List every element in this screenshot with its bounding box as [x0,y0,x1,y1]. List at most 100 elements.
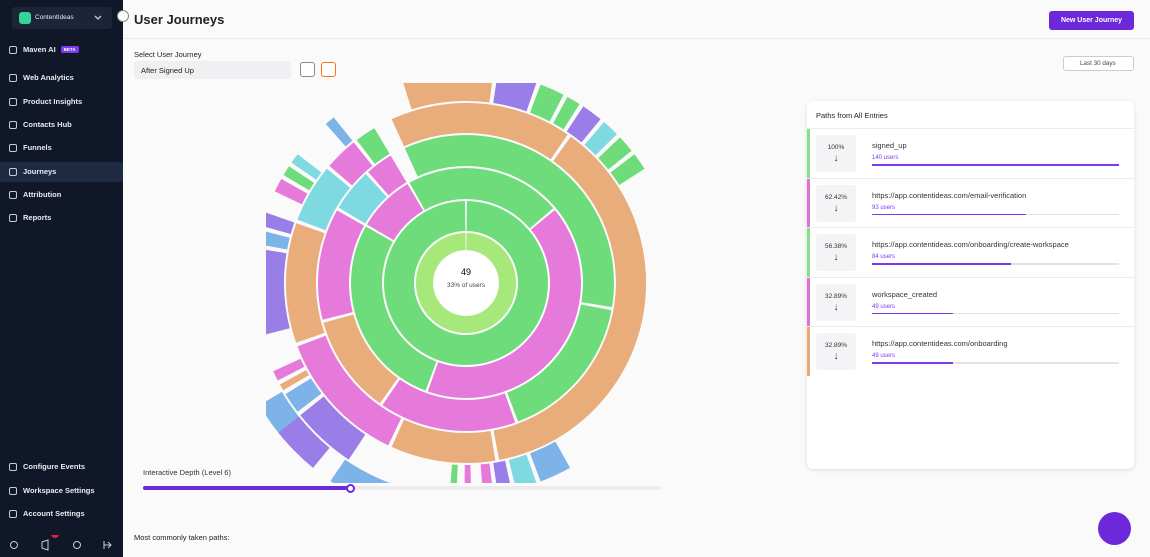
nav-item[interactable]: Journeys [0,162,123,182]
nav-item[interactable]: Funnels [0,138,123,158]
sunburst-segment[interactable] [416,233,516,333]
progress-fill [872,164,1119,166]
paths-panel: Paths from All Entries 100% ↓ signed_up 140… [807,101,1134,469]
sunburst-segment[interactable] [598,137,632,170]
path-row[interactable]: 62.42% ↓ https://app.contentideas.com/emai… [807,177,1134,228]
sunburst-segment[interactable] [403,83,494,110]
sunburst-segment[interactable] [404,135,614,308]
path-row[interactable]: 56.38% ↓ https://app.contentideas.com/onbo… [807,227,1134,278]
select-value: After Signed Up [141,66,194,75]
nav-item[interactable]: Reports [0,208,123,228]
sunburst-segment[interactable] [278,416,330,468]
path-label: https://app.contentideas.com/email-verif… [872,190,1027,200]
nav-item[interactable]: Attribution [0,185,123,205]
chat-button[interactable] [1098,512,1131,545]
collapse-button[interactable] [117,10,129,22]
sunburst-segment[interactable] [329,142,373,186]
chevron [94,15,102,20]
nav-label: Funnels [23,143,52,152]
sunburst-segment[interactable] [507,304,612,422]
sunburst-segment[interactable] [566,106,601,143]
progress-track [872,164,1119,166]
sunburst-segment[interactable] [553,96,580,130]
sunburst-segment[interactable] [383,201,548,365]
sunburst-segment[interactable] [297,335,402,446]
sunburst-segment[interactable] [330,459,408,483]
path-row[interactable]: 32.89% ↓ https://app.contentideas.com/onbo… [807,326,1134,377]
sunburst-segment[interactable] [285,378,322,412]
nav-item[interactable]: Web Analytics [0,68,123,88]
sunburst-segment[interactable] [291,154,322,180]
sunburst-segment[interactable] [323,314,398,404]
nav-icon [9,98,17,106]
sunburst-segment[interactable] [508,454,537,483]
row-color [807,129,810,178]
sunburst-segment[interactable] [610,154,645,185]
depth-track[interactable] [143,486,660,490]
path-row[interactable]: 32.89% ↓ workspace_created 49 users [807,276,1134,327]
journey-select[interactable]: After Signed Up [134,61,291,79]
path-row[interactable]: 100% ↓ signed_up 140 users [807,128,1134,178]
sunburst-segment[interactable] [325,117,353,147]
nav-item[interactable]: Contacts Hub [0,115,123,135]
nav-icon [9,487,17,495]
nav-item[interactable]: Account Settings [0,504,123,524]
sunburst-segment[interactable] [391,419,496,463]
sunburst-segment[interactable] [297,168,351,231]
arrow: ↓ [833,351,839,363]
sunburst-segment[interactable] [391,103,568,160]
sunburst-segment[interactable] [356,128,390,164]
depth-knob[interactable] [346,484,355,493]
sunburst-segment[interactable] [493,136,646,460]
page-title: User Journeys [134,12,225,27]
sunburst-segment[interactable] [300,396,366,460]
sunburst-segment[interactable] [279,370,310,391]
sunburst-segment[interactable] [530,441,571,482]
sunburst-segment[interactable] [274,178,308,205]
nav-item[interactable]: Workspace Settings [0,481,123,501]
date-range-button[interactable]: Last 30 days [1063,56,1134,71]
new-journey-button[interactable]: New User Journey [1049,11,1134,30]
sunburst-segment[interactable] [266,391,296,429]
divider [123,38,1150,39]
sunburst-segment[interactable] [266,212,295,235]
nav-label: Contacts Hub [23,120,72,129]
workspace-switcher[interactable]: ContentIdeas [12,7,112,29]
sunburst-segment[interactable] [368,155,407,196]
sunburst-segment[interactable] [464,464,472,483]
nav-item[interactable]: Configure Events [0,457,123,477]
sunburst-segment[interactable] [318,210,365,320]
sunburst-segment[interactable] [493,83,537,112]
sunburst-segment[interactable] [382,379,516,431]
sunburst-center [434,251,498,315]
nav-label: Reports [23,213,52,222]
path-users: 84 users [872,254,896,261]
sunburst-segment[interactable] [338,174,387,224]
sunburst-segment[interactable] [351,226,437,391]
path-label: https://app.contentideas.com/onboarding [872,339,1008,349]
sunburst-segment[interactable] [266,248,290,335]
delete-button[interactable] [321,62,336,77]
sunburst-segment[interactable] [530,84,564,122]
sunburst-segment[interactable] [427,210,581,398]
workspace-name: ContentIdeas [35,14,74,21]
sunburst-segment[interactable] [367,184,424,241]
sunburst-segment[interactable] [493,460,511,483]
sunburst-segment[interactable] [450,464,458,483]
edit-button[interactable] [300,62,315,77]
sunburst-segment[interactable] [273,358,305,381]
sunburst-segment[interactable] [480,463,494,483]
arrow: ↓ [833,301,839,313]
sunburst-segment[interactable] [283,166,315,191]
progress-fill [872,312,954,315]
nav-icon [9,121,17,129]
sunburst-segment[interactable] [286,223,325,343]
sunburst-segment[interactable] [409,168,554,229]
row-color [807,277,810,327]
nav-item[interactable]: Product Insights [0,92,123,112]
sunburst-segment[interactable] [584,122,617,156]
nav-item[interactable]: Maven AI BETA [0,40,123,60]
nav-icon [9,74,17,82]
sunburst-segment[interactable] [266,230,290,250]
